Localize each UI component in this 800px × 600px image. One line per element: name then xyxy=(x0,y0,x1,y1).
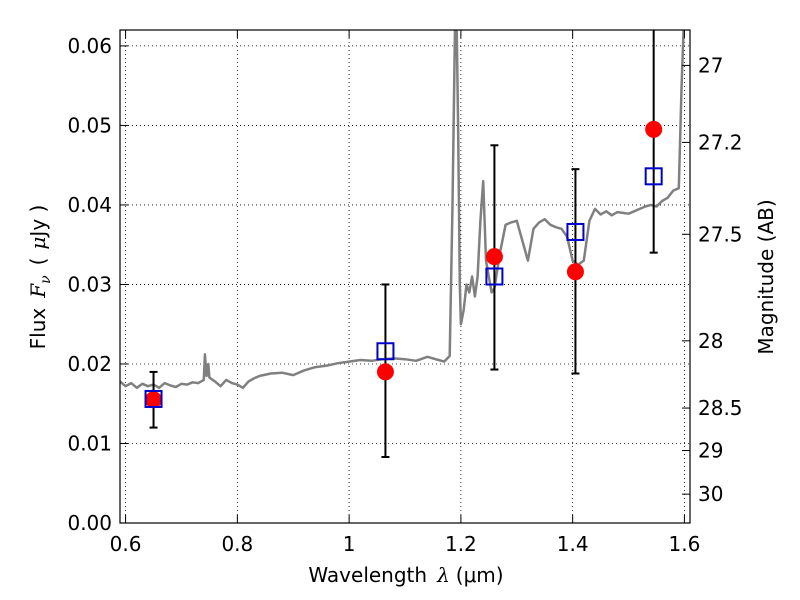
grid-lines xyxy=(120,30,690,523)
y2-tick-label: 28 xyxy=(698,329,723,353)
x-tick-label: 0.8 xyxy=(221,532,253,556)
y-tick-label: 0.04 xyxy=(67,193,112,217)
model-square xyxy=(144,389,163,408)
model-photometry-squares xyxy=(144,167,663,408)
plot-background xyxy=(120,30,690,523)
y-tick-label: 0.00 xyxy=(67,511,112,535)
y-tick-label: 0.02 xyxy=(67,352,112,376)
y-axis-label-mu: μ xyxy=(26,237,50,250)
x-axis-label: Wavelength λ (μm) xyxy=(308,563,503,587)
y2-tick-label: 29 xyxy=(698,438,723,462)
x-axis-label-symbol: λ xyxy=(436,563,450,587)
y2-tick-label: 30 xyxy=(698,482,723,506)
model-square xyxy=(644,167,663,186)
y-axis-label: Flux Fν ( μJy ) xyxy=(26,205,54,350)
x-axis-label-unit: (μm) xyxy=(456,563,504,587)
x-tick-label: 0.6 xyxy=(110,532,142,556)
y-tick-label: 0.05 xyxy=(67,113,112,137)
flux-errorbars xyxy=(145,30,663,459)
model-square xyxy=(376,342,395,361)
flux-point xyxy=(566,263,584,281)
x-tick-label: 1.6 xyxy=(669,532,701,556)
y2-tick-label: 28.5 xyxy=(698,396,743,420)
y-axis-label-symbol: F xyxy=(26,283,50,299)
y2-tick-label: 27 xyxy=(698,53,723,77)
y2-axis-label: Magnitude (AB) xyxy=(754,199,778,354)
plot-frame xyxy=(119,29,691,524)
y2-tick-label: 27.2 xyxy=(698,130,743,154)
axis-ticks: 0.6 0.8 1 1.2 1.4 1.6 0.00 0.01 0.02 0.03 0.04 0.05… xyxy=(67,30,743,556)
y-tick-label: 0.06 xyxy=(67,34,112,58)
y-axis-label-text: Flux xyxy=(26,308,50,350)
y-axis-label-subscript: ν xyxy=(38,275,54,284)
x-tick-label: 1.2 xyxy=(445,532,477,556)
x-axis-label-text: Wavelength xyxy=(308,563,427,587)
model-spectrum-line xyxy=(120,30,685,390)
flux-point xyxy=(645,120,663,138)
x-tick-label: 1 xyxy=(343,532,356,556)
x-tick-label: 1.4 xyxy=(557,532,589,556)
flux-point xyxy=(485,248,503,266)
plot-area xyxy=(120,30,685,459)
y-axis-label-unit: Jy ) xyxy=(26,205,50,239)
y-axis-label-paren: ( xyxy=(26,258,50,266)
model-square xyxy=(566,222,585,241)
model-square xyxy=(485,267,504,286)
flux-point xyxy=(376,363,394,381)
y-tick-label: 0.03 xyxy=(67,272,112,296)
y-tick-label: 0.01 xyxy=(67,431,112,455)
flux-point xyxy=(145,391,163,409)
y2-tick-label: 27.5 xyxy=(698,222,743,246)
